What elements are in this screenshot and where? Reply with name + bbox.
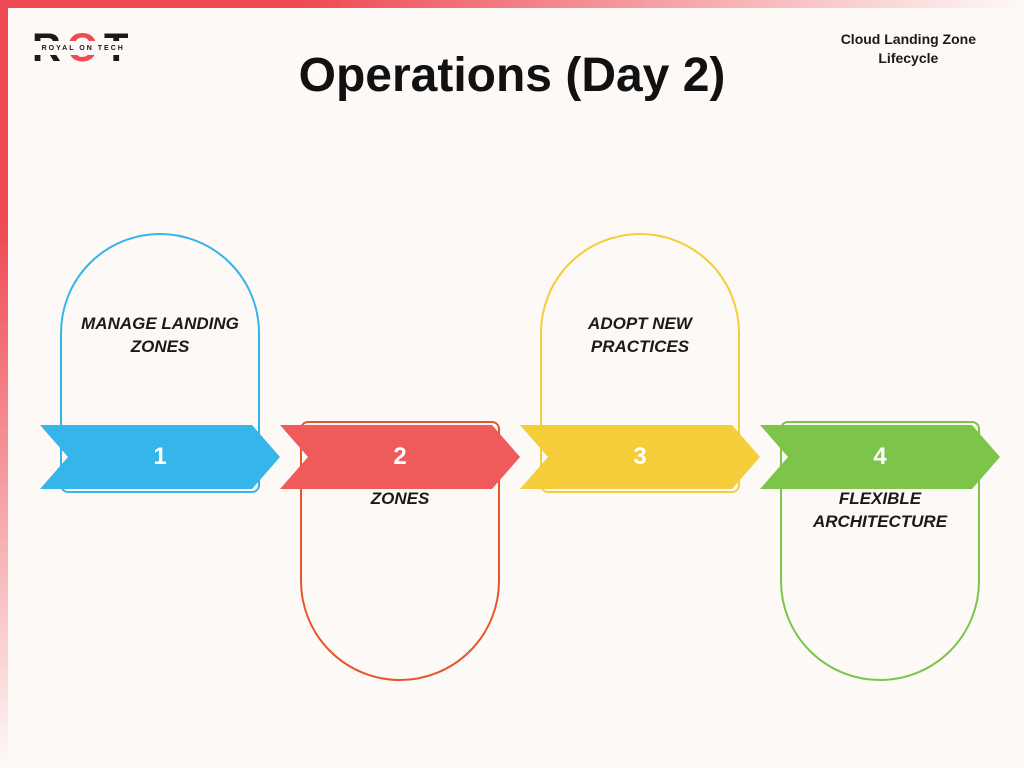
step-number-2: 2 bbox=[393, 443, 406, 471]
step-number-4: 4 bbox=[873, 443, 886, 471]
page-border-top bbox=[0, 0, 1024, 8]
step-arrow-4: 4 bbox=[760, 425, 1000, 489]
page-title: Operations (Day 2) bbox=[0, 48, 1024, 103]
step-arrow-3: 3 bbox=[520, 425, 760, 489]
step-label-1: MANAGE LANDING ZONES bbox=[62, 313, 258, 359]
step-arrow-1: 1 bbox=[40, 425, 280, 489]
step-number-3: 3 bbox=[633, 443, 646, 471]
step-number-1: 1 bbox=[153, 443, 166, 471]
step-label-3: ADOPT NEW PRACTICES bbox=[542, 313, 738, 359]
header-line1: Cloud Landing Zone bbox=[841, 30, 976, 49]
step-arrow-2: 2 bbox=[280, 425, 520, 489]
diagram-stage: MANAGE LANDING ZONESUPDATE LANDING ZONES… bbox=[0, 175, 1024, 735]
